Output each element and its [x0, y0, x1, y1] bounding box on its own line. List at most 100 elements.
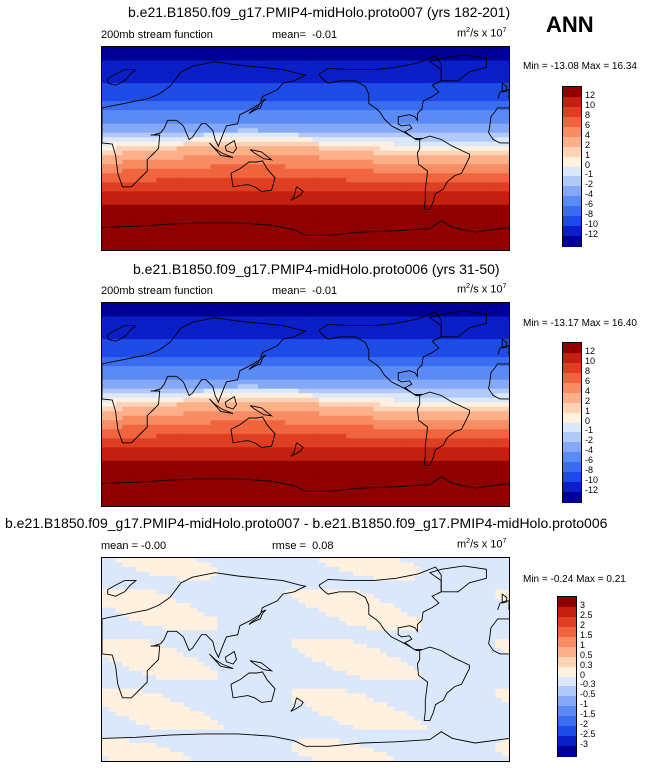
field-cell: [447, 164, 456, 170]
field-cell: [366, 393, 374, 399]
field-cell: [312, 173, 320, 179]
field-cell: [400, 114, 408, 120]
field-cell: [196, 424, 205, 430]
field-cell: [271, 87, 279, 93]
field-cell: [475, 465, 483, 471]
field-cell: [122, 366, 130, 372]
field-cell: [481, 182, 490, 188]
field-cell: [108, 420, 117, 426]
field-cell: [352, 343, 361, 349]
field-cell: [332, 119, 341, 125]
field-cell: [298, 420, 307, 426]
field-cell: [359, 352, 368, 358]
field-cell: [203, 433, 212, 439]
field-cell: [102, 245, 110, 250]
field-cell: [312, 352, 320, 358]
field-cell: [373, 218, 381, 224]
field-cell: [346, 429, 354, 435]
field-cell: [352, 105, 361, 111]
field-cell: [488, 447, 497, 453]
field-cell: [278, 303, 286, 309]
field-cell: [434, 339, 442, 345]
field-cell: [264, 442, 273, 448]
field-cell: [217, 240, 225, 247]
field-cell: [271, 92, 279, 98]
field-cell: [495, 83, 503, 89]
field-cell: [142, 164, 151, 170]
field-cell: [481, 78, 490, 84]
field-cell: [386, 330, 395, 336]
field-cell: [122, 433, 130, 439]
panel-1-map: [101, 46, 510, 251]
field-cell: [475, 137, 483, 143]
field-cell: [244, 155, 252, 161]
field-cell: [305, 213, 313, 220]
field-cell: [346, 222, 354, 229]
field-cell: [129, 101, 137, 107]
field-cell: [346, 465, 354, 471]
field-cell: [169, 420, 178, 426]
field-cell: [427, 96, 435, 102]
field-cell: [278, 456, 286, 462]
field-cell: [332, 388, 341, 394]
field-cell: [441, 101, 449, 107]
field-cell: [407, 406, 415, 412]
field-cell: [502, 460, 509, 466]
field-cell: [230, 128, 239, 134]
field-cell: [264, 222, 273, 229]
colorbar-tick-label: 6: [585, 119, 591, 130]
field-cell: [454, 132, 463, 138]
field-cell: [502, 51, 509, 57]
field-cell: [176, 447, 184, 453]
field-cell: [278, 379, 286, 385]
field-cell: [400, 137, 408, 143]
field-cell: [319, 451, 327, 457]
field-cell: [359, 307, 368, 313]
field-cell: [108, 110, 117, 116]
field-cell: [291, 375, 300, 381]
field-cell: [359, 447, 368, 453]
field-cell: [176, 78, 184, 84]
field-cell: [264, 334, 273, 340]
field-cell: [475, 397, 483, 403]
field-cell: [488, 87, 497, 93]
field-cell: [129, 168, 137, 174]
field-cell: [108, 348, 117, 354]
field-cell: [352, 370, 361, 376]
field-cell: [149, 402, 157, 408]
field-cell: [183, 370, 191, 376]
field-cell: [475, 195, 483, 201]
field-cell: [386, 87, 395, 93]
field-cell: [481, 236, 490, 242]
field-cell: [237, 236, 246, 242]
field-cell: [190, 200, 198, 206]
field-cell: [156, 447, 164, 453]
field-cell: [447, 375, 456, 381]
field-cell: [278, 101, 286, 107]
field-cell: [149, 429, 157, 435]
field-cell: [210, 128, 218, 134]
field-cell: [339, 83, 347, 89]
field-cell: [196, 177, 205, 183]
field-cell: [346, 415, 354, 421]
field-cell: [386, 370, 395, 376]
field-cell: [420, 209, 429, 215]
field-cell: [142, 51, 151, 57]
field-cell: [251, 123, 259, 129]
field-cell: [196, 137, 205, 143]
field-cell: [352, 173, 361, 179]
field-cell: [352, 128, 361, 134]
field-cell: [441, 411, 449, 417]
field-cell: [217, 204, 225, 210]
field-cell: [244, 451, 252, 457]
field-cell: [407, 209, 415, 215]
field-cell: [373, 307, 381, 313]
field-cell: [149, 195, 157, 201]
field-cell: [156, 105, 164, 111]
field-cell: [414, 164, 422, 170]
field-cell: [230, 137, 239, 143]
field-cell: [319, 352, 327, 358]
field-cell: [420, 182, 429, 188]
field-cell: [434, 177, 442, 183]
field-cell: [475, 375, 483, 381]
